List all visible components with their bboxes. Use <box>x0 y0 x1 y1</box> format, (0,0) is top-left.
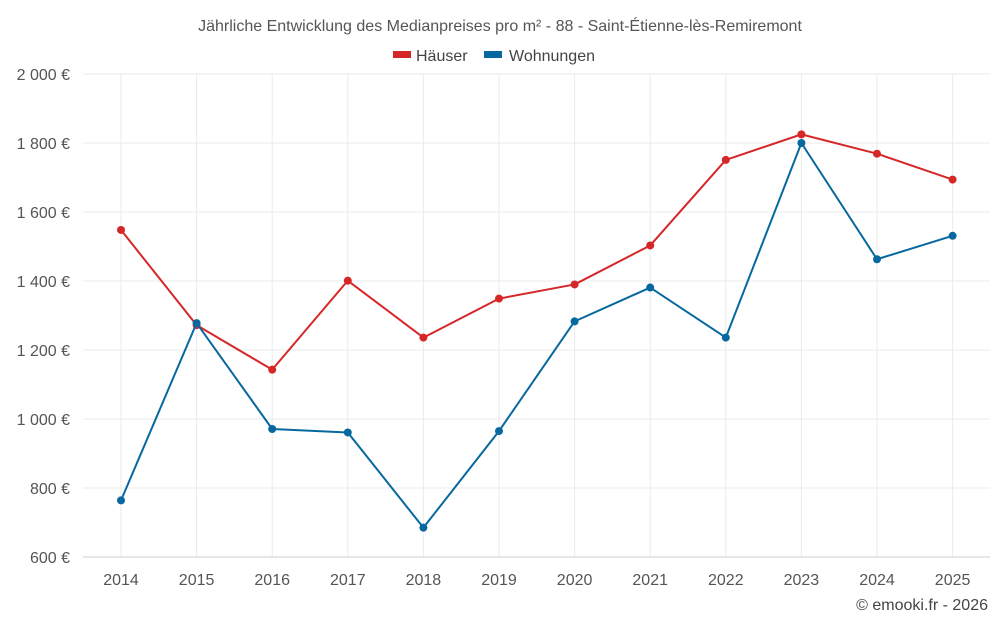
data-point <box>797 139 806 147</box>
x-tick-label: 2025 <box>935 572 971 589</box>
data-point <box>646 283 655 292</box>
x-tick-label: 2022 <box>708 572 744 589</box>
series-häuser <box>117 130 957 374</box>
x-tick-label: 2024 <box>859 572 895 589</box>
x-tick-label: 2021 <box>632 572 668 589</box>
y-tick-label: 1 600 € <box>17 205 70 222</box>
data-point <box>873 149 881 158</box>
data-point <box>268 365 277 374</box>
chart-title: Jährliche Entwicklung des Medianpreises … <box>198 16 802 35</box>
data-point <box>495 294 503 303</box>
data-point <box>646 241 655 250</box>
data-point <box>721 333 730 342</box>
data-point <box>948 175 957 184</box>
y-tick-label: 600 € <box>30 550 70 567</box>
data-point <box>343 276 352 285</box>
legend-swatch <box>484 51 502 58</box>
series-wohnungen <box>117 139 957 532</box>
legend-label: Wohnungen <box>509 48 595 65</box>
y-tick-label: 1 800 € <box>17 136 70 153</box>
y-tick-label: 1 200 € <box>17 343 70 360</box>
legend-label: Häuser <box>416 48 468 65</box>
x-tick-label: 2018 <box>406 572 442 589</box>
y-tick-label: 1 000 € <box>17 412 70 429</box>
data-point <box>873 255 881 264</box>
data-point <box>948 231 957 240</box>
data-point <box>117 225 125 234</box>
data-point <box>343 428 352 437</box>
legend-swatch <box>393 51 411 58</box>
series-line <box>120 142 953 529</box>
data-point <box>721 155 730 164</box>
data-point <box>117 496 125 505</box>
data-point <box>495 427 503 436</box>
data-point <box>419 333 428 342</box>
data-point <box>797 130 806 139</box>
data-point <box>192 319 201 328</box>
x-tick-label: 2020 <box>557 572 593 589</box>
series-line <box>120 133 953 371</box>
data-point <box>570 280 579 289</box>
y-tick-label: 2 000 € <box>17 67 70 84</box>
y-tick-label: 800 € <box>30 481 70 498</box>
y-axis: 600 € 800 € 1 000 € 1 200 € 1 400 € 1 600 € 1 … <box>17 67 70 567</box>
x-tick-label: 2019 <box>481 572 517 589</box>
x-tick-label: 2017 <box>330 572 366 589</box>
x-tick-label: 2015 <box>179 572 215 589</box>
data-point <box>268 425 277 434</box>
data-point <box>570 317 579 326</box>
x-tick-label: 2023 <box>784 572 820 589</box>
y-tick-label: 1 400 € <box>17 274 70 291</box>
credit-text: © emooki.fr - 2026 <box>856 597 988 614</box>
x-axis: 2014 2015 2016 2017 2018 2019 2020 2021 2022 2023… <box>103 572 970 589</box>
grid <box>83 73 990 558</box>
x-tick-label: 2014 <box>103 572 139 589</box>
x-tick-label: 2016 <box>254 572 290 589</box>
data-point <box>419 523 428 532</box>
legend: Häuser Wohnungen <box>393 48 595 65</box>
